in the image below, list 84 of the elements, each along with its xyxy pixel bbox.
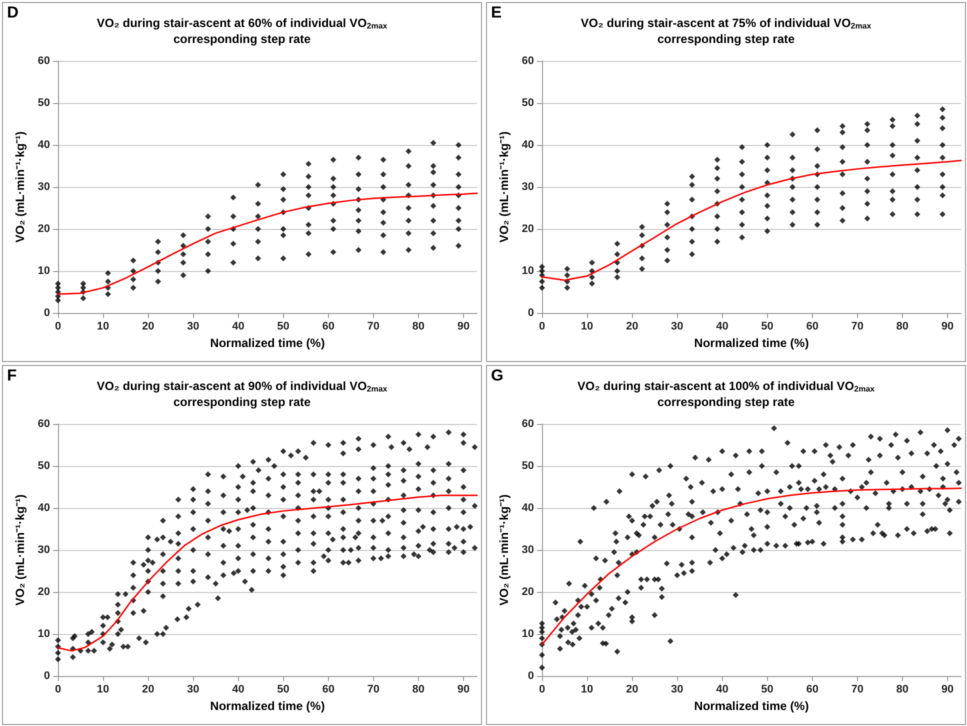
x-tick-label: 60 — [322, 684, 334, 696]
x-tick-label: 60 — [806, 320, 818, 332]
x-tick-label: 40 — [232, 684, 244, 696]
x-tick-label: 70 — [367, 684, 380, 696]
y-axis-title: VO₂ (mL·min⁻¹·kg⁻¹) — [13, 494, 27, 606]
y-tick-label: 10 — [38, 265, 50, 277]
y-tick-label: 0 — [44, 670, 50, 682]
x-tick-label: 90 — [457, 320, 470, 332]
x-tick-label: 40 — [716, 320, 728, 332]
chart-subtitle: corresponding step rate — [173, 32, 311, 46]
y-tick-label: 30 — [38, 181, 50, 193]
x-tick-label: 10 — [96, 684, 110, 696]
y-axis-title: VO₂ (mL·min⁻¹·kg⁻¹) — [497, 131, 511, 243]
text: F — [7, 368, 17, 384]
x-tick-label: 0 — [538, 320, 546, 332]
y-tick-label: 60 — [522, 55, 534, 67]
x-tick-label: 0 — [54, 684, 62, 696]
y-tick-label: 30 — [522, 181, 534, 193]
y-tick-label: 0 — [528, 670, 534, 682]
x-axis-title: Normalized time (%) — [210, 336, 325, 350]
x-tick-label: 40 — [232, 320, 244, 332]
chart-subtitle: corresponding step rate — [657, 395, 795, 409]
y-tick-label: 10 — [522, 628, 534, 640]
x-axis-title: Normalized time (%) — [210, 698, 325, 713]
y-tick-label: 40 — [522, 139, 534, 151]
y-axis-title: VO₂ (mL·min⁻¹·kg⁻¹) — [13, 131, 27, 243]
x-tick-label: 30 — [187, 684, 200, 696]
y-tick-label: 10 — [38, 628, 50, 640]
x-tick-label: 50 — [761, 320, 774, 332]
y-tick-label: 50 — [38, 460, 50, 472]
y-tick-label: 50 — [522, 460, 534, 472]
x-tick-label: 70 — [367, 320, 380, 332]
y-tick-label: 20 — [522, 223, 534, 235]
text: E — [491, 4, 502, 22]
text: D — [7, 4, 19, 22]
y-tick-label: 60 — [38, 418, 50, 430]
y-tick-label: 40 — [38, 139, 50, 151]
x-tick-label: 30 — [187, 320, 200, 332]
x-tick-label: 50 — [761, 684, 774, 696]
x-tick-label: 90 — [941, 684, 954, 696]
x-tick-label: 0 — [538, 684, 546, 696]
y-tick-label: 60 — [38, 55, 50, 67]
x-tick-label: 10 — [96, 320, 110, 332]
x-tick-label: 20 — [142, 320, 154, 332]
x-tick-label: 30 — [671, 684, 684, 696]
text: G — [491, 368, 504, 384]
y-tick-label: 20 — [522, 586, 534, 598]
x-tick-label: 20 — [142, 684, 154, 696]
x-tick-label: 0 — [54, 320, 62, 332]
y-tick-label: 50 — [38, 97, 50, 109]
chart-subtitle: corresponding step rate — [173, 395, 311, 409]
x-axis-title: Normalized time (%) — [694, 336, 809, 350]
x-tick-label: 20 — [626, 684, 638, 696]
x-tick-label: 10 — [580, 684, 594, 696]
y-tick-label: 40 — [38, 502, 50, 514]
y-tick-label: 50 — [522, 97, 534, 109]
x-tick-label: 20 — [626, 320, 638, 332]
x-tick-label: 80 — [412, 684, 425, 696]
x-tick-label: 90 — [457, 684, 470, 696]
x-axis-title: Normalized time (%) — [694, 698, 809, 713]
y-tick-label: 40 — [522, 502, 534, 514]
x-tick-label: 30 — [671, 320, 684, 332]
y-tick-label: 30 — [522, 544, 534, 556]
y-tick-label: 30 — [38, 544, 50, 556]
x-tick-label: 60 — [806, 684, 818, 696]
x-tick-label: 80 — [896, 320, 909, 332]
x-tick-label: 90 — [941, 320, 954, 332]
y-tick-label: 20 — [38, 223, 50, 235]
y-axis-title: VO₂ (mL·min⁻¹·kg⁻¹) — [497, 494, 511, 606]
chart-subtitle: corresponding step rate — [657, 32, 795, 46]
x-tick-label: 80 — [412, 320, 425, 332]
x-tick-label: 10 — [580, 320, 594, 332]
y-tick-label: 0 — [528, 307, 534, 319]
x-tick-label: 80 — [896, 684, 909, 696]
x-tick-label: 50 — [277, 320, 290, 332]
x-tick-label: 40 — [716, 684, 728, 696]
y-tick-label: 0 — [44, 307, 50, 319]
y-tick-label: 10 — [522, 265, 534, 277]
x-tick-label: 70 — [851, 684, 864, 696]
y-tick-label: 20 — [38, 586, 50, 598]
x-tick-label: 70 — [851, 320, 864, 332]
x-tick-label: 50 — [277, 684, 290, 696]
x-tick-label: 60 — [322, 320, 334, 332]
y-tick-label: 60 — [522, 418, 534, 430]
